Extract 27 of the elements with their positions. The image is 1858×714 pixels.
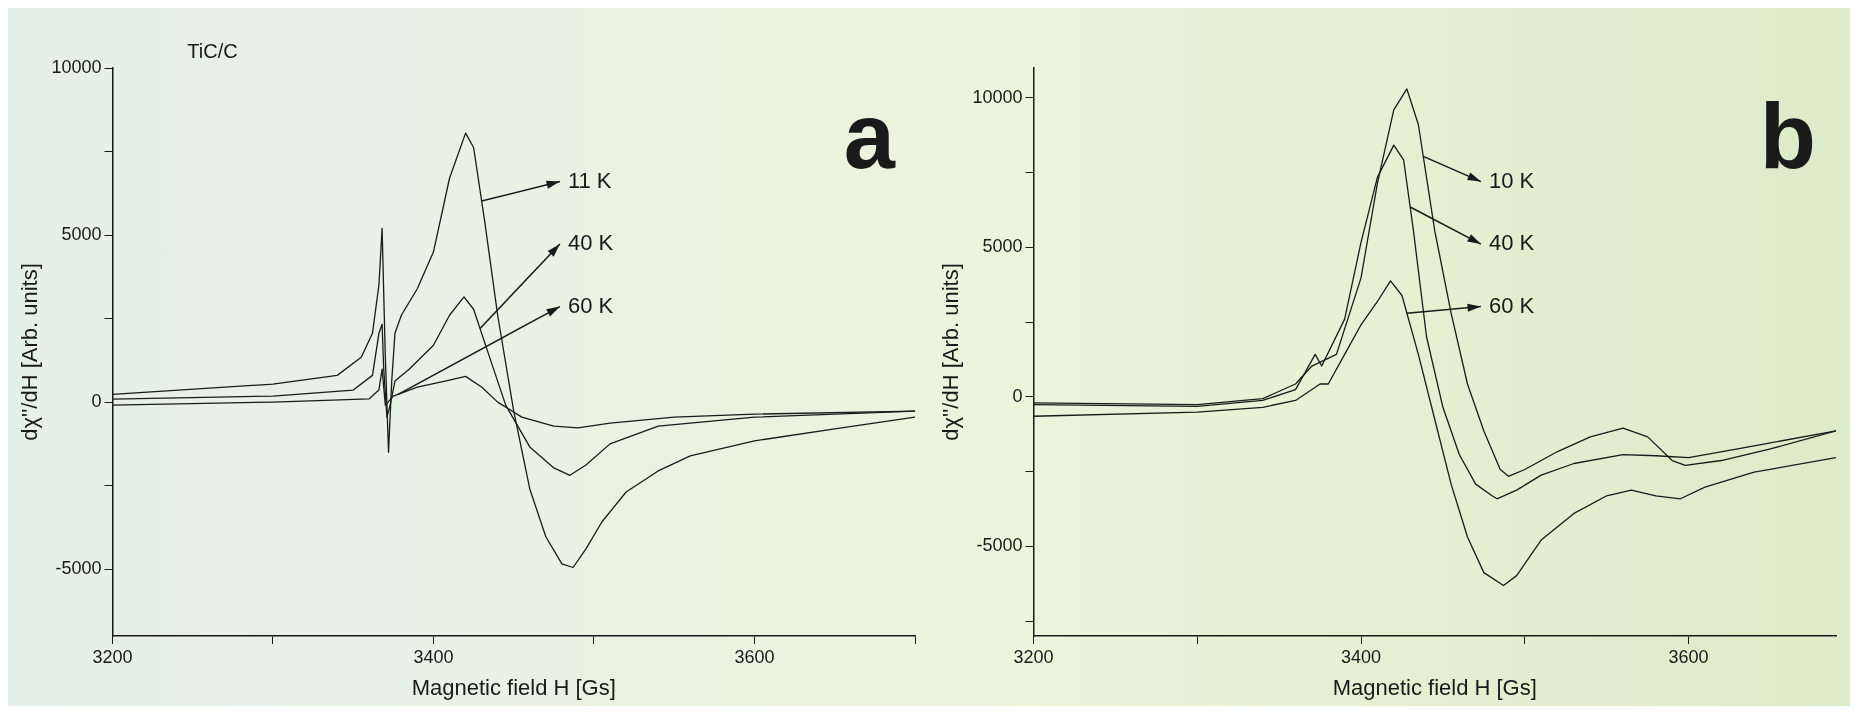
legend-label: 40 K [567,230,614,256]
y-axis-title: dχ''/dH [Arb. units] [938,263,964,441]
x-tick-label: 3200 [1013,646,1054,667]
y-tick-label: 0 [1012,385,1023,406]
x-axis-title: Magnetic field H [Gs] [1332,674,1537,700]
y-tick-label: 0 [91,391,102,412]
legend-label: 60 K [1488,292,1535,318]
x-tick-label: 3600 [1668,646,1709,667]
x-tick-label: 3600 [734,646,775,667]
y-tick-label: 10000 [972,86,1023,107]
y-axis-title: dχ''/dH [Arb. units] [17,263,43,441]
y-tick-label: -5000 [55,558,102,579]
x-tick-label: 3400 [413,646,454,667]
chart-title: TiC/C [187,39,238,62]
x-tick-label: 3400 [1341,646,1382,667]
annotation: b [1759,85,1816,187]
x-tick-label: 3200 [92,646,133,667]
annotation: a [843,85,896,187]
legend-label: 11 K [567,167,612,193]
legend-label: 10 K [1488,167,1535,193]
x-axis-title: Magnetic field H [Gs] [411,674,616,700]
y-tick-label: 5000 [61,224,102,245]
y-tick-label: -5000 [976,535,1023,556]
legend-label: 40 K [1488,230,1535,256]
legend-label: 60 K [567,292,614,318]
y-tick-label: 5000 [982,236,1023,257]
y-tick-label: 10000 [51,56,102,77]
